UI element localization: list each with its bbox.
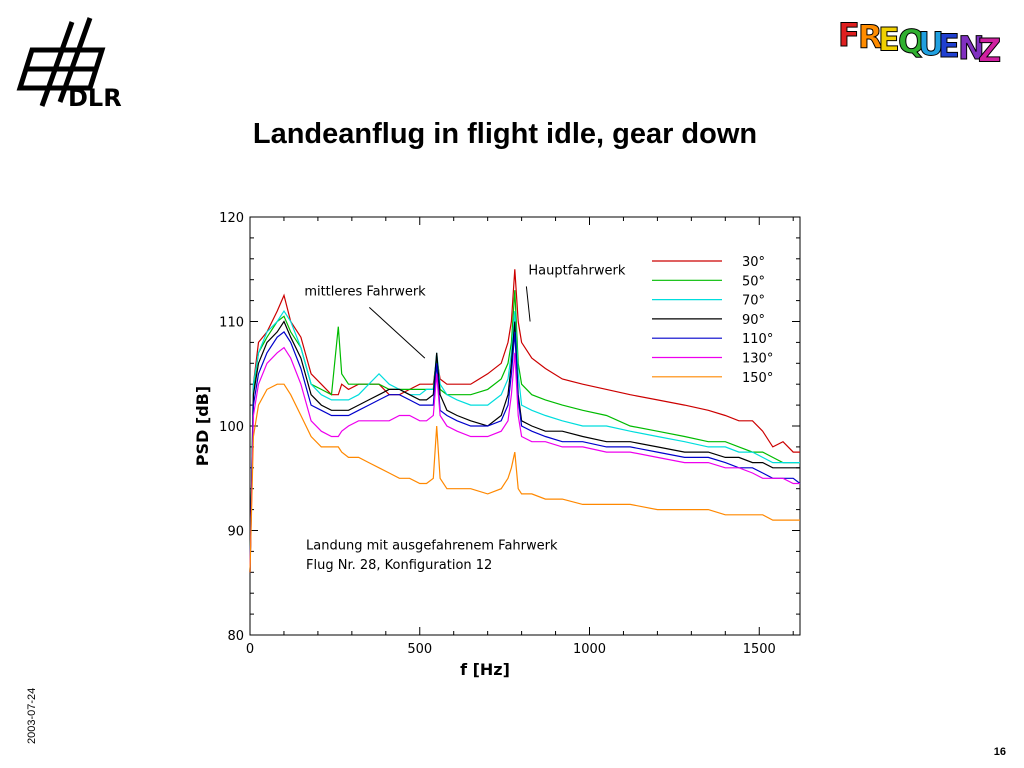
logo-letter: E	[938, 27, 960, 65]
legend-label: 130°	[742, 352, 773, 367]
x-tick-label: 1000	[573, 642, 606, 657]
x-tick-label: 500	[407, 642, 432, 657]
y-tick-label: 100	[219, 420, 244, 435]
logo-letter: N	[958, 29, 985, 67]
logo-letter: Z	[978, 31, 1001, 69]
series-line	[249, 383, 800, 573]
logo-letter: F	[838, 16, 860, 54]
legend: 30° 50° 70° 90° 110° 130° 150°	[652, 255, 773, 386]
dlr-logo-icon	[16, 17, 106, 107]
y-axis-label: PSD [dB]	[193, 386, 212, 466]
logo-letter: U	[918, 25, 944, 63]
psd-chart: 80 90 100 110 120 0 500 1000 1500 30° 50° 70° 90° 11…	[180, 200, 820, 690]
slide-date: 2003-07-24	[26, 687, 38, 744]
slide-title: Landeanflug in flight idle, gear down	[252, 118, 758, 150]
series-line	[249, 320, 800, 573]
y-tick-label: 80	[227, 629, 244, 644]
annotation-text: mittleres Fahrwerk	[304, 284, 426, 299]
logo-letter: E	[878, 20, 900, 58]
logo-letter: Q	[898, 23, 925, 61]
series-line	[249, 309, 800, 573]
psd-chart-svg: 80 90 100 110 120 0 500 1000 1500 30° 50° 70° 90° 11…	[193, 211, 801, 679]
axis-ticks: 80 90 100 110 120 0 500 1000 1500	[219, 211, 800, 657]
series-line	[249, 331, 801, 573]
y-tick-label: 90	[227, 525, 244, 540]
legend-label: 30°	[742, 255, 765, 270]
x-tick-label: 1500	[743, 642, 776, 657]
series-line	[249, 290, 800, 573]
y-tick-label: 110	[219, 316, 244, 331]
annotation-text: Landung mit ausgefahrenem Fahrwerk	[306, 538, 558, 553]
series-lines	[249, 269, 801, 573]
logo-letter: R	[858, 18, 883, 56]
y-tick-label: 120	[219, 211, 244, 226]
annotations: mittleres Fahrwerk Hauptfahrwerk Landung m…	[304, 263, 626, 573]
legend-label: 70°	[742, 294, 765, 309]
legend-label: 110°	[742, 332, 773, 347]
annotation-arrow	[525, 286, 531, 322]
annotation-text: Flug Nr. 28, Konfiguration 12	[306, 558, 492, 573]
dlr-logo	[8, 10, 128, 115]
annotation-text: Hauptfahrwerk	[528, 263, 625, 278]
legend-label: 50°	[742, 274, 765, 289]
legend-label: 150°	[742, 371, 773, 386]
series-line	[249, 269, 800, 573]
series-line	[249, 346, 800, 573]
org-logo-text: DLR	[68, 84, 122, 112]
x-axis-label: f [Hz]	[460, 660, 510, 679]
page-number: 16	[993, 746, 1006, 758]
x-tick-label: 0	[246, 642, 254, 657]
annotation-arrow	[368, 307, 426, 359]
legend-label: 90°	[742, 313, 765, 328]
